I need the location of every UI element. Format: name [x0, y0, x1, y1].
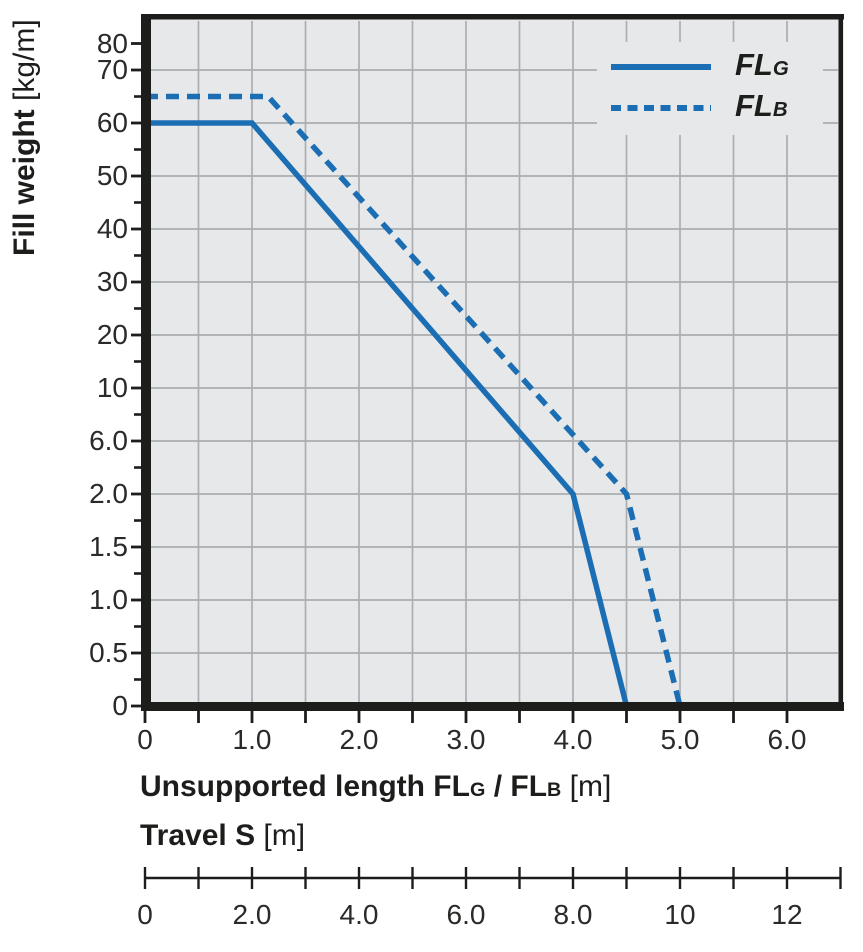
- travel-axis-title-text: Travel S: [140, 819, 256, 852]
- series-flb-line: [145, 93, 683, 707]
- y-tick-label: 80: [96, 27, 128, 59]
- x-tick-label: 0: [137, 724, 153, 755]
- x-axis-spine: [141, 702, 844, 711]
- plot-border-top: [141, 14, 844, 20]
- legend-label-flg: FLG: [735, 46, 789, 82]
- y-tick-label: 1.5: [89, 531, 128, 562]
- x-tick-label: 2.0: [339, 724, 379, 755]
- travel-tick-label: 0: [137, 899, 153, 930]
- legend-item-flb: FLB: [597, 88, 823, 130]
- series-flg-line: [145, 120, 630, 707]
- x-axis-title-mid: / FL: [485, 770, 548, 803]
- y-tick-label: 50: [96, 160, 128, 191]
- y-tick-label: 1.0: [89, 584, 128, 615]
- travel-tick-label: 4.0: [339, 899, 379, 930]
- legend-item-flg: FLG: [597, 46, 823, 88]
- x-tick-label: 5.0: [660, 724, 700, 755]
- y-tick-label: 2.0: [89, 478, 128, 509]
- travel-tick-label: 2.0: [232, 899, 272, 930]
- y-axis-title: Fill weight [kg/m]: [8, 19, 42, 256]
- legend-swatch-solid-line: [611, 63, 711, 70]
- x-axis-title-unit: [m]: [561, 770, 612, 803]
- x-axis-title-sub-g: G: [469, 779, 486, 801]
- travel-tick-label: 6.0: [446, 899, 486, 930]
- travel-tick-label: 8.0: [553, 899, 593, 930]
- y-tick-label: 40: [96, 213, 128, 244]
- x-axis-title-sub-b: B: [547, 779, 562, 801]
- y-axis-title-text: Fill weight: [8, 109, 41, 256]
- x-tick-label: 4.0: [553, 724, 593, 755]
- y-tick-label: 10: [96, 372, 128, 403]
- y-tick-label: 70: [96, 54, 128, 85]
- travel-tick-label: 10: [664, 899, 696, 930]
- travel-axis-title: Travel S [m]: [140, 819, 305, 853]
- x-tick-label: 6.0: [767, 724, 807, 755]
- x-axis-title-text: Unsupported length FL: [140, 770, 470, 803]
- legend-label-flb: FLB: [735, 88, 788, 124]
- x-axis-title: Unsupported length FLG / FLB [m]: [140, 770, 611, 807]
- legend: FLG FLB: [597, 42, 823, 135]
- x-tick-label: 3.0: [446, 724, 486, 755]
- legend-swatch-dashed-line: [611, 105, 711, 112]
- travel-tick-label: 12: [771, 899, 803, 930]
- y-axis-title-unit: [kg/m]: [8, 19, 41, 110]
- x-tick-label: 1.0: [232, 724, 272, 755]
- y-tick-label: 30: [96, 266, 128, 297]
- y-tick-label: 0.5: [89, 637, 128, 668]
- y-tick-label: 60: [96, 107, 128, 138]
- travel-axis-title-unit: [m]: [255, 819, 306, 852]
- y-tick-label: 6.0: [89, 425, 128, 456]
- y-axis-spine: [141, 14, 151, 711]
- y-tick-label: 20: [96, 319, 128, 350]
- y-tick-label: 0: [112, 690, 128, 721]
- plot-border-right: [838, 14, 843, 711]
